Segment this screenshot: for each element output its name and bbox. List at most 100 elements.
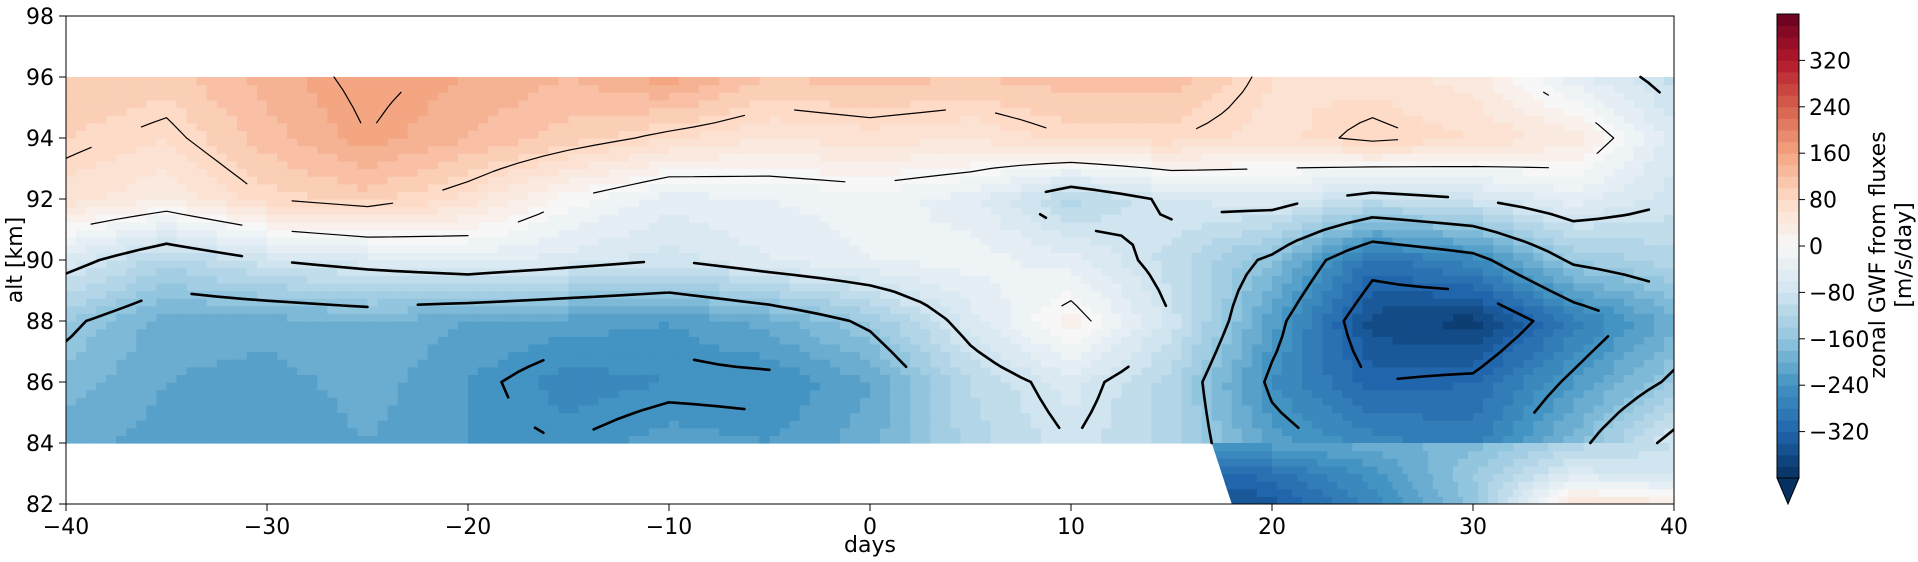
heatmap-cell	[1412, 313, 1424, 322]
heatmap-cell	[749, 305, 761, 314]
heatmap-cell	[246, 214, 258, 223]
heatmap-cell	[367, 298, 379, 307]
heatmap-cell	[106, 389, 117, 398]
heatmap-cell	[1412, 397, 1424, 406]
heatmap-cell	[1342, 336, 1353, 345]
heatmap-cell	[488, 412, 499, 421]
heatmap-cell	[930, 260, 941, 269]
heatmap-cell	[578, 206, 590, 215]
heatmap-cell	[1583, 404, 1595, 414]
heatmap-cell	[960, 290, 972, 299]
heatmap-cell	[1392, 351, 1404, 360]
heatmap-cell	[870, 420, 881, 429]
heatmap-cell	[970, 328, 982, 337]
heatmap-cell	[950, 404, 962, 414]
heatmap-cell	[1191, 252, 1203, 261]
heatmap-cell	[478, 237, 489, 246]
heatmap-cell	[307, 328, 318, 337]
heatmap-cell	[146, 389, 158, 398]
heatmap-cell	[588, 206, 600, 215]
heatmap-cell	[849, 366, 861, 375]
heatmap-cell	[96, 221, 107, 231]
heatmap-cell	[427, 199, 439, 208]
heatmap-main	[66, 77, 1674, 444]
heatmap-cell	[729, 214, 740, 223]
heatmap-cell	[86, 412, 97, 421]
heatmap-cell	[126, 321, 137, 330]
heatmap-cell	[297, 427, 308, 436]
heatmap-cell	[1432, 214, 1444, 223]
heatmap-cell	[1071, 290, 1082, 299]
heatmap-cell	[347, 252, 359, 261]
heatmap-cell	[136, 435, 147, 444]
heatmap-cell	[1241, 397, 1253, 406]
heatmap-cell	[1101, 382, 1112, 391]
heatmap-cell	[1201, 351, 1213, 360]
heatmap-cell	[1141, 420, 1152, 429]
heatmap-cell	[528, 305, 539, 314]
heatmap-cell	[377, 282, 389, 292]
heatmap-cell	[1030, 237, 1042, 246]
heatmap-cell	[1111, 313, 1122, 322]
heatmap-cell	[1533, 275, 1544, 284]
heatmap-cell	[498, 305, 509, 314]
heatmap-cell	[176, 359, 188, 368]
heatmap-cell	[1312, 374, 1323, 383]
heatmap-cell	[819, 420, 831, 429]
heatmap-cell	[880, 343, 891, 353]
heatmap-cell	[558, 305, 570, 314]
heatmap-cell	[1101, 366, 1112, 375]
heatmap-cell	[126, 221, 137, 231]
heatmap-cell	[1121, 298, 1132, 307]
heatmap-cell	[96, 199, 107, 208]
heatmap-cell	[548, 404, 560, 414]
heatmap-cell	[669, 313, 680, 322]
heatmap-cell	[538, 343, 549, 353]
heatmap-cell	[357, 252, 369, 261]
heatmap-cell	[1563, 382, 1575, 391]
heatmap-cell	[176, 214, 188, 223]
heatmap-cell	[246, 336, 258, 345]
heatmap-cell	[1081, 275, 1092, 284]
heatmap-cell	[76, 382, 87, 391]
heatmap-cell	[1071, 389, 1082, 398]
heatmap-cell	[1362, 343, 1374, 353]
heatmap-cell	[86, 336, 97, 345]
heatmap-cell	[377, 275, 389, 284]
heatmap-cell	[1322, 351, 1333, 360]
heatmap-cell	[236, 229, 248, 238]
heatmap-cell	[1241, 252, 1253, 261]
heatmap-cell	[1583, 214, 1595, 223]
heatmap-cell	[447, 366, 459, 375]
heatmap-cell	[1030, 221, 1042, 231]
heatmap-cell	[508, 221, 519, 231]
heatmap-cell	[1272, 237, 1283, 246]
heatmap-cell	[930, 252, 941, 261]
heatmap-cell	[880, 404, 891, 414]
heatmap-cell	[1483, 336, 1494, 345]
heatmap-cell	[578, 229, 590, 238]
heatmap-cell	[990, 313, 1002, 322]
heatmap-cell	[779, 404, 791, 414]
heatmap-cell	[699, 221, 710, 231]
heatmap-cell	[1302, 336, 1313, 345]
heatmap-cell	[1241, 412, 1253, 421]
heatmap-cell	[1010, 351, 1022, 360]
heatmap-cell	[1191, 267, 1203, 276]
heatmap-cell	[1613, 321, 1625, 330]
heatmap-cell	[1111, 351, 1122, 360]
heatmap-cell	[578, 374, 590, 383]
heatmap-cell	[709, 275, 720, 284]
heatmap-cell	[478, 412, 489, 421]
heatmap-cell	[1241, 221, 1253, 231]
heatmap-cell	[1312, 366, 1323, 375]
heatmap-cell	[457, 290, 469, 299]
heatmap-cell	[1432, 275, 1444, 284]
heatmap-cell	[206, 382, 218, 391]
heatmap-cell	[1563, 389, 1575, 398]
heatmap-cell	[267, 404, 278, 414]
heatmap-cell	[1161, 336, 1173, 345]
heatmap-cell	[829, 267, 841, 276]
heatmap-cell	[106, 298, 117, 307]
heatmap-cell	[568, 374, 580, 383]
